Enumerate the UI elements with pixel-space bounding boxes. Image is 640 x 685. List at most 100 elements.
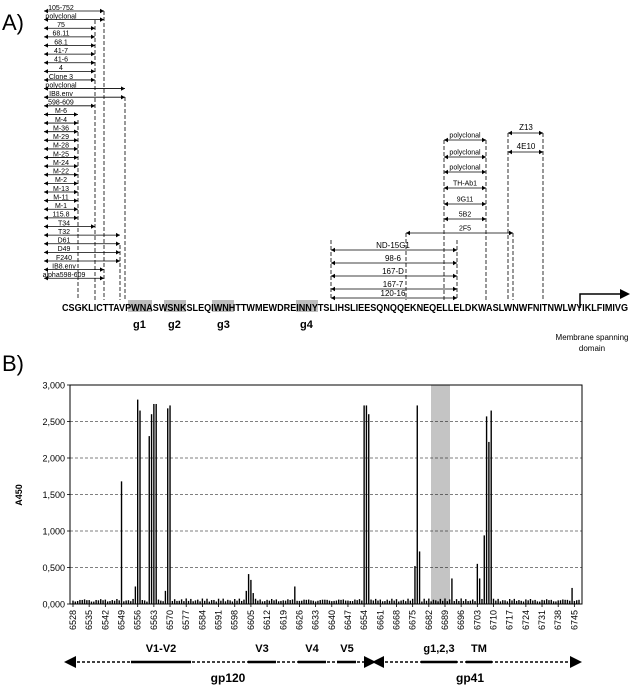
bar <box>215 601 217 604</box>
bar <box>354 599 356 604</box>
y-tick-labels: 0,000 0,500 1,000 1,500 2,000 2,500 3,000 <box>42 381 70 610</box>
bar <box>428 598 430 604</box>
bar <box>134 586 137 604</box>
bar <box>539 601 541 604</box>
right-ab-arrowhead-left <box>444 169 448 175</box>
bar <box>139 410 141 604</box>
bar <box>125 600 127 604</box>
domain-label-gp41: gp41 <box>456 671 484 685</box>
mid-ab-arrowhead-right <box>453 273 457 279</box>
bar <box>534 599 536 604</box>
bar <box>455 599 458 604</box>
bar <box>74 601 77 604</box>
bar <box>425 600 428 604</box>
bar <box>266 599 268 604</box>
bar <box>448 599 451 604</box>
bar <box>478 578 481 604</box>
left-ab-label: T32 <box>58 229 70 236</box>
left-ab-arrowhead-right <box>116 258 120 264</box>
left-ab-arrowhead-right <box>100 276 104 281</box>
bar <box>176 600 178 604</box>
mid-ab-arrowhead-right <box>453 247 457 253</box>
left-ab-arrowhead-right <box>91 103 95 109</box>
bar <box>254 598 257 604</box>
right-ab-arrowhead-left <box>444 185 448 191</box>
bar <box>127 600 130 604</box>
bar <box>379 599 381 604</box>
left-ab-arrowhead-left <box>44 267 48 272</box>
left-ab-label: 68.1 <box>54 39 68 46</box>
x-tick-label: 6675 <box>408 610 418 630</box>
bar <box>271 598 273 604</box>
left-ab-arrowhead-left <box>44 103 48 109</box>
bar <box>148 436 150 604</box>
mid-ab-arrowhead-right <box>453 295 457 301</box>
panel-a-label: A) <box>2 10 24 35</box>
left-ab-arrowhead-left <box>44 77 48 83</box>
bar <box>451 578 453 604</box>
bar <box>194 600 197 604</box>
bar <box>552 601 555 604</box>
bar <box>275 599 278 604</box>
x-tick-label: 6668 <box>391 610 401 630</box>
bar <box>351 601 354 604</box>
left-ab-arrowhead-right <box>100 17 104 22</box>
panel-a: A) 105-752polyclonal7568.1168.141-741-64… <box>2 5 630 353</box>
bar <box>222 598 224 604</box>
far-ab-label: 4E10 <box>517 142 536 151</box>
bar <box>331 601 333 604</box>
bar <box>384 601 386 604</box>
bar <box>213 599 215 604</box>
bar <box>391 598 393 604</box>
bar <box>261 601 264 604</box>
bar <box>474 601 476 604</box>
left-ab-label: M-2 <box>55 177 67 184</box>
bar <box>104 599 107 604</box>
left-ab-arrowhead-left <box>44 129 48 134</box>
bar <box>444 598 446 604</box>
mid-ab-label: ND-15G1 <box>376 241 410 250</box>
bar <box>460 598 462 604</box>
left-ab-arrowhead-left <box>44 207 48 212</box>
bar <box>150 414 153 604</box>
x-tick-label: 6689 <box>440 610 450 630</box>
left-ab-label: M-25 <box>53 151 69 158</box>
bar <box>289 600 291 604</box>
gp120-arrow-left <box>64 656 76 668</box>
bar <box>511 600 513 604</box>
bar <box>245 590 247 604</box>
y-tick-label: 2,500 <box>42 417 65 427</box>
bar <box>326 599 328 604</box>
left-ab-label: T34 <box>58 220 70 227</box>
bar <box>146 601 148 604</box>
left-ab-arrowhead-left <box>44 232 48 238</box>
right-ab-arrowhead-left <box>444 201 448 207</box>
bar <box>296 600 298 604</box>
bar <box>250 579 252 604</box>
bar <box>90 601 93 604</box>
bar <box>483 535 485 604</box>
left-ab-label: M-6 <box>55 108 67 115</box>
left-ab-label: M-4 <box>55 117 67 124</box>
right-ab-label: 9G11 <box>457 197 474 204</box>
left-ab-label: M-11 <box>53 194 69 201</box>
left-ab-label: M-36 <box>53 125 69 132</box>
bar <box>520 600 522 604</box>
glyco-label-g1: g1 <box>133 319 146 331</box>
bar <box>227 599 229 604</box>
x-tick-labels: 6528 6535 6542 6549 6556 6563 6570 6577 6584 6591… <box>68 604 579 630</box>
left-ab-label: IB8.env <box>52 263 76 270</box>
glyco-label-g4: g4 <box>300 319 314 331</box>
bar <box>374 598 377 604</box>
bar <box>178 600 180 604</box>
bar <box>347 600 349 604</box>
bar <box>407 598 409 604</box>
bar <box>298 600 301 604</box>
bar <box>338 599 340 604</box>
bar <box>100 599 102 604</box>
left-ab-arrowhead-right <box>116 232 120 238</box>
bar <box>414 566 416 604</box>
bar <box>167 408 169 604</box>
bar <box>363 405 365 604</box>
bar <box>268 600 271 604</box>
